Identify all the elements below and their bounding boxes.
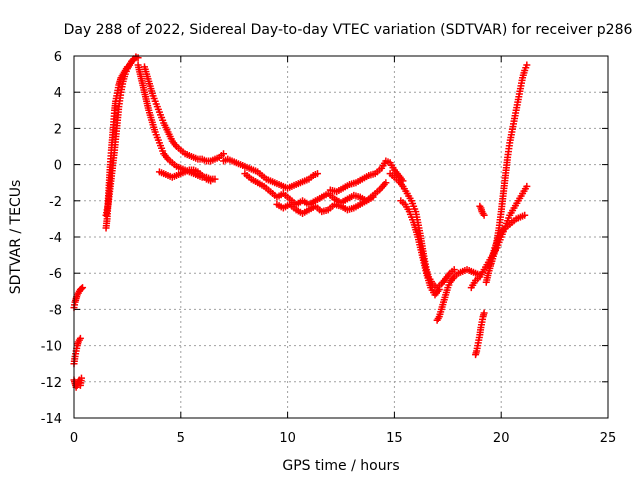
series-arc-spike-down	[472, 309, 488, 359]
data-point	[435, 285, 443, 293]
series-arc-decline-b	[140, 63, 228, 165]
x-tick-label: 15	[386, 431, 403, 446]
y-tick-label: -14	[41, 412, 62, 427]
series-arc-decline-a	[134, 61, 219, 183]
data-point	[220, 150, 228, 158]
grid-lines	[74, 56, 608, 418]
series-arc-early-bottom	[70, 374, 85, 391]
data-point	[382, 179, 390, 187]
data-point	[76, 334, 84, 342]
y-tick-label: -4	[49, 231, 62, 246]
data-point	[134, 54, 142, 62]
series-arc-low-band	[155, 166, 215, 185]
data-point	[450, 266, 458, 274]
data-point	[523, 182, 531, 190]
series-arc-early-mid	[70, 284, 87, 312]
data-point	[521, 211, 529, 219]
series-arc-spike-up	[476, 202, 488, 219]
series-arc-evening-rise-c	[487, 211, 529, 268]
y-tick-label: -2	[49, 195, 62, 210]
x-tick-label: 20	[493, 431, 510, 446]
chart-title: Day 288 of 2022, Sidereal Day-to-day VTE…	[64, 22, 633, 38]
x-axis-title: GPS time / hours	[282, 458, 399, 474]
data-point	[314, 170, 322, 178]
series-arc-early-low	[70, 334, 84, 368]
series-arc-dip	[433, 266, 484, 324]
data-point	[480, 211, 488, 219]
series-arc-evening-rise-a	[482, 61, 531, 286]
y-tick-label: -12	[41, 376, 62, 391]
data-point	[480, 309, 488, 317]
data-point	[79, 284, 87, 292]
series-arc-midday-c	[273, 179, 390, 217]
series-arc-midday-a	[220, 155, 322, 192]
series-arc-morning-rise-2	[102, 53, 142, 219]
data-point	[77, 285, 85, 293]
data-point	[211, 175, 219, 183]
data-point	[129, 56, 137, 64]
y-tick-label: -8	[49, 303, 62, 318]
data-point	[77, 374, 85, 382]
x-tick-label: 5	[177, 431, 185, 446]
series-arc-afternoon-low	[397, 197, 443, 299]
data-points	[70, 53, 531, 391]
y-tick-label: 2	[54, 122, 62, 137]
y-tick-label: 0	[54, 159, 62, 174]
y-tick-labels: -14 -12 -10 -8 -6 -4 -2 0 2 4 6	[41, 50, 62, 427]
y-tick-label: -10	[41, 340, 62, 355]
series-arc-afternoon-drop	[386, 170, 458, 292]
y-tick-label: 6	[54, 50, 62, 65]
y-tick-label: -6	[49, 267, 62, 282]
x-tick-label: 0	[70, 431, 78, 446]
x-tick-label: 10	[279, 431, 296, 446]
plot-frame	[73, 55, 609, 419]
x-tick-label: 25	[600, 431, 617, 446]
x-tick-labels: 0 5 10 15 20 25	[70, 431, 616, 446]
y-axis-title: SDTVAR / TECUs	[8, 180, 24, 295]
data-point	[207, 177, 215, 185]
y-tick-label: 4	[54, 86, 62, 101]
data-point	[523, 61, 531, 69]
